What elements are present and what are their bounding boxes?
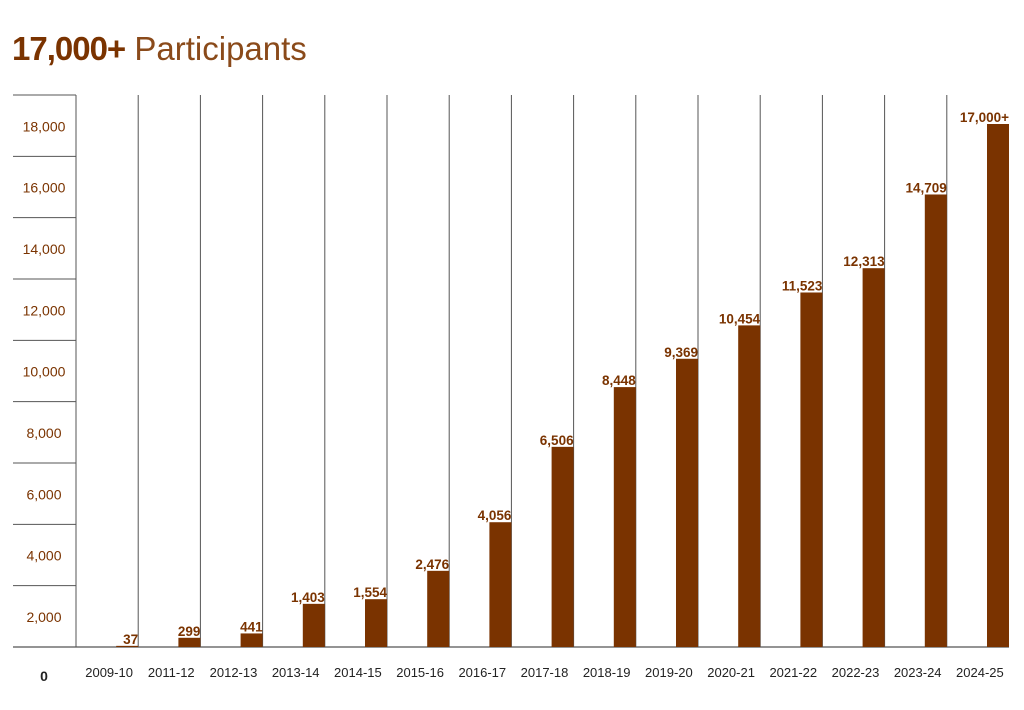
y-tick-label: 16,000 [23,180,66,196]
title-count: 17,000+ [12,30,126,67]
data-label: 299 [178,624,201,639]
bar [178,637,201,647]
data-label: 1,554 [353,585,387,600]
bar [676,358,698,647]
x-tick-label: 2019-20 [645,665,693,680]
title-text: Participants [134,30,307,67]
bar [489,522,512,647]
data-label: 4,056 [478,508,512,523]
bar [738,325,761,647]
y-tick-label: 6,000 [26,486,61,502]
data-label: 11,523 [782,278,823,293]
y-tick-label: 12,000 [23,302,66,318]
data-label: 8,448 [602,373,636,388]
bar [116,645,139,647]
x-tick-label: 2024-25 [956,665,1004,680]
y-tick-label: 10,000 [23,364,66,380]
bar [240,633,263,647]
x-tick-label: 2009-10 [85,665,133,680]
x-tick-label: 2020-21 [707,665,755,680]
bar [365,599,387,647]
y-tick-label: 8,000 [26,425,61,441]
bar [862,268,885,647]
y-tick-label: 4,000 [26,548,61,564]
data-label: 12,313 [843,254,885,269]
data-label: 17,000+ [960,110,1009,125]
data-label: 37 [123,632,138,647]
data-label: 1,403 [291,590,325,605]
data-label: 14,709 [906,180,947,195]
x-tick-label: 2012-13 [210,665,258,680]
x-tick-label: 2016-17 [458,665,506,680]
bar [551,446,574,647]
x-tick-label: 2018-19 [583,665,631,680]
chart-title: 17,000+ Participants [12,30,307,68]
bar [302,603,325,647]
x-tick-label: 2013-14 [272,665,320,680]
y-tick-label: 18,000 [23,118,66,134]
x-tick-label: 2015-16 [396,665,444,680]
data-label: 2,476 [415,557,449,572]
y-tick-label: 2,000 [26,609,61,625]
data-label: 10,454 [719,311,761,326]
bar [613,387,636,647]
y-tick-label: 14,000 [23,241,66,257]
bar [987,124,1009,647]
bar [924,194,947,647]
data-label: 441 [240,619,263,634]
y-tick-label: 0 [40,668,48,684]
bar [427,570,450,647]
x-tick-label: 2022-23 [832,665,880,680]
x-tick-label: 2014-15 [334,665,382,680]
x-tick-label: 2017-18 [521,665,569,680]
data-label: 6,506 [540,433,574,448]
x-tick-label: 2023-24 [894,665,942,680]
x-tick-label: 2021-22 [769,665,817,680]
x-tick-label: 2011-12 [148,665,195,680]
data-label: 9,369 [664,345,698,360]
bar [800,292,823,647]
